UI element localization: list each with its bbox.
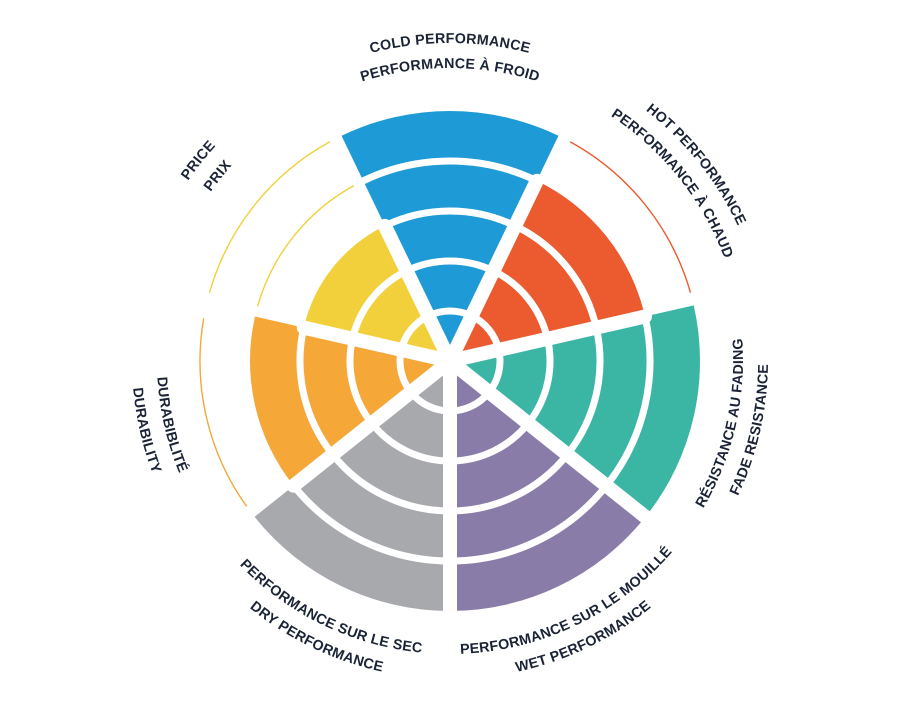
svg-text:PERFORMANCE À FROID: PERFORMANCE À FROID [359, 56, 542, 85]
svg-text:COLD PERFORMANCE: COLD PERFORMANCE [368, 31, 532, 57]
